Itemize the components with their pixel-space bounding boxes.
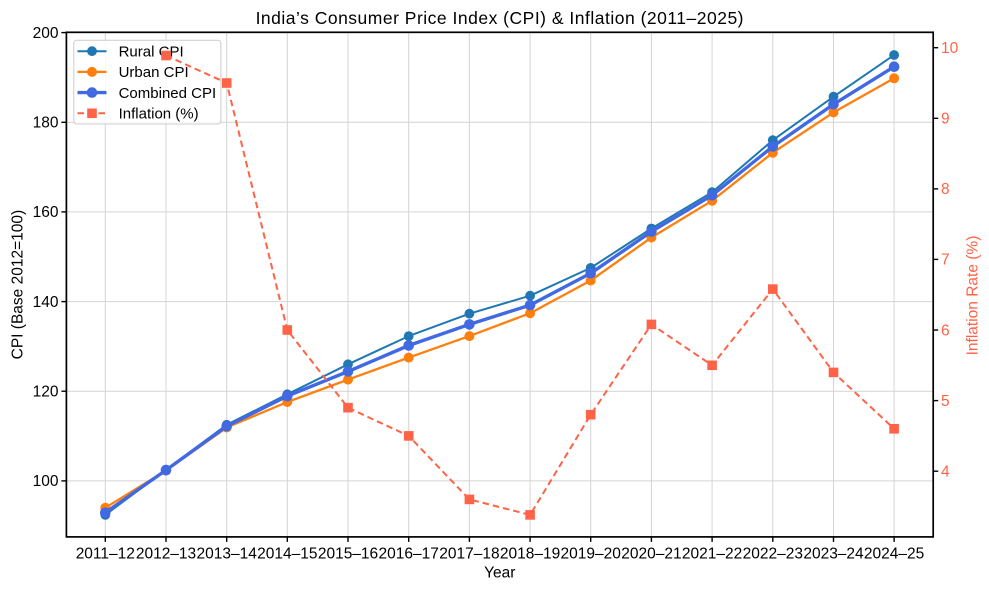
- svg-text:180: 180: [33, 115, 59, 132]
- svg-text:160: 160: [33, 204, 59, 221]
- svg-text:Rural CPI: Rural CPI: [119, 43, 184, 60]
- svg-text:2012–13: 2012–13: [136, 546, 196, 563]
- svg-text:Inflation (%): Inflation (%): [119, 106, 199, 123]
- svg-text:10: 10: [941, 40, 959, 57]
- svg-text:Year: Year: [484, 565, 515, 582]
- svg-text:2021–22: 2021–22: [682, 546, 742, 563]
- svg-text:140: 140: [33, 294, 59, 311]
- svg-text:2019–20: 2019–20: [561, 546, 622, 563]
- svg-text:2014–15: 2014–15: [257, 546, 317, 563]
- svg-text:4: 4: [941, 464, 950, 481]
- svg-text:2024–25: 2024–25: [864, 546, 924, 563]
- svg-text:2015–16: 2015–16: [318, 546, 378, 563]
- svg-text:CPI (Base 2012=100): CPI (Base 2012=100): [10, 210, 27, 360]
- svg-text:2017–18: 2017–18: [439, 546, 499, 563]
- svg-text:Urban CPI: Urban CPI: [119, 64, 189, 81]
- svg-text:7: 7: [941, 252, 950, 269]
- svg-text:2020–21: 2020–21: [621, 546, 681, 563]
- svg-text:Combined CPI: Combined CPI: [119, 85, 217, 102]
- svg-text:Inflation Rate (%): Inflation Rate (%): [965, 236, 982, 356]
- svg-text:200: 200: [33, 25, 59, 42]
- svg-text:8: 8: [941, 181, 950, 198]
- svg-text:India’s Consumer Price Index (: India’s Consumer Price Index (CPI) & Inf…: [256, 8, 744, 28]
- svg-text:2018–19: 2018–19: [500, 546, 560, 563]
- svg-text:120: 120: [33, 384, 59, 401]
- svg-text:2022–23: 2022–23: [743, 546, 803, 563]
- svg-text:9: 9: [941, 111, 950, 128]
- svg-text:2011–12: 2011–12: [76, 546, 135, 563]
- svg-text:2013–14: 2013–14: [197, 546, 258, 563]
- svg-text:2023–24: 2023–24: [803, 546, 864, 563]
- svg-text:2016–17: 2016–17: [379, 546, 439, 563]
- svg-text:5: 5: [941, 393, 950, 410]
- svg-text:100: 100: [33, 473, 59, 490]
- svg-text:6: 6: [941, 322, 950, 339]
